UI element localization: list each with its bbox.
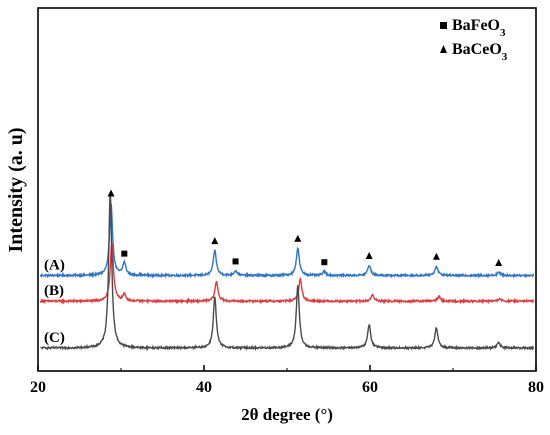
series-label: (A) (44, 257, 65, 273)
series-trace (39, 243, 535, 305)
plot-frame (37, 7, 537, 372)
series-labels: (A) (B) (C) (44, 257, 65, 346)
legend-label: BaFeO3 (452, 17, 506, 39)
square-marker (232, 258, 239, 265)
series-label: (C) (44, 330, 65, 346)
x-tick-label: 20 (30, 379, 46, 396)
triangle-marker (294, 234, 302, 242)
peak-markers (107, 189, 503, 266)
legend-triangle-marker (440, 45, 447, 53)
triangle-marker (211, 237, 219, 245)
x-axis-label: 2θ degree (°) (241, 405, 333, 424)
x-tick-label: 80 (528, 379, 544, 396)
y-axis-label: Intensity (a. u) (5, 127, 27, 252)
series-trace (39, 203, 535, 279)
triangle-marker (495, 258, 503, 266)
series-traces (39, 192, 535, 352)
triangle-marker (432, 252, 440, 260)
legend-label: BaCeO3 (452, 41, 508, 63)
x-tick-label: 40 (196, 379, 212, 396)
triangle-marker (365, 251, 373, 259)
triangle-marker (107, 189, 115, 197)
x-ticks: 20 40 60 80 (30, 365, 544, 396)
square-marker (321, 259, 328, 266)
series-label: (B) (44, 283, 64, 299)
square-marker (121, 250, 128, 257)
x-tick-label: 60 (362, 379, 378, 396)
series-trace (40, 192, 535, 352)
legend-square-marker (440, 22, 447, 29)
